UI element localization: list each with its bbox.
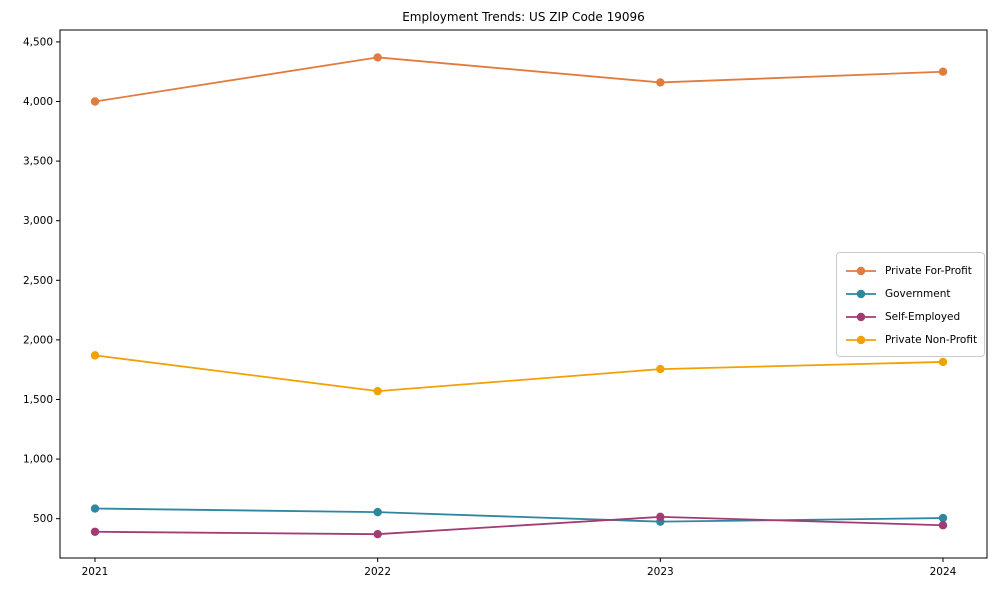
- y-tick-label: 2,000: [23, 334, 53, 346]
- series-line-private-non-profit: [94, 354, 944, 393]
- y-tick-label: 3,500: [23, 156, 53, 168]
- data-point-government: [938, 513, 948, 523]
- x-tick-label: 2022: [364, 566, 391, 578]
- plot-border: [59, 29, 988, 559]
- legend-swatch-icon: [846, 335, 876, 344]
- data-point-private-non-profit: [656, 364, 665, 374]
- legend-swatch-icon: [846, 266, 876, 275]
- series-line-self-employed: [94, 515, 944, 536]
- y-tick-label: 4,500: [23, 36, 53, 48]
- data-point-government: [90, 504, 100, 513]
- data-point-private-for-profit: [656, 78, 665, 87]
- series-line-private-for-profit: [94, 56, 944, 103]
- data-point-private-non-profit: [90, 351, 100, 360]
- data-point-self-employed: [373, 529, 382, 539]
- data-point-private-for-profit: [90, 97, 100, 106]
- data-point-private-non-profit: [373, 386, 382, 396]
- legend-item-government: Government: [845, 282, 976, 305]
- y-tick-label: 500: [33, 513, 53, 525]
- data-point-private-for-profit: [373, 53, 382, 62]
- chart-title: Employment Trends: US ZIP Code 19096: [402, 10, 645, 24]
- legend-label: Government: [885, 287, 951, 300]
- legend-item-self-employed: Self-Employed: [845, 305, 976, 328]
- y-tick-label: 4,000: [23, 96, 53, 108]
- x-tick-label: 2023: [647, 566, 674, 578]
- data-point-private-for-profit: [938, 67, 948, 76]
- data-point-self-employed: [938, 521, 948, 530]
- data-point-self-employed: [90, 527, 100, 536]
- data-point-private-non-profit: [938, 357, 948, 367]
- legend: Private For-Profit Government Self-Employe…: [836, 252, 985, 357]
- legend-label: Private For-Profit: [885, 264, 972, 277]
- series-line-government: [94, 507, 944, 523]
- y-tick-label: 2,500: [23, 275, 53, 287]
- legend-label: Self-Employed: [885, 310, 961, 323]
- data-point-self-employed: [656, 512, 665, 522]
- x-tick-label: 2024: [930, 566, 957, 578]
- data-point-government: [373, 507, 382, 517]
- legend-swatch-icon: [846, 289, 876, 298]
- x-tick-label: 2021: [82, 566, 109, 578]
- legend-item-private-for-profit: Private For-Profit: [845, 259, 976, 282]
- legend-swatch-icon: [846, 312, 876, 321]
- y-tick-label: 1,000: [23, 454, 53, 466]
- legend-item-private-non-profit: Private Non-Profit: [845, 328, 978, 351]
- legend-label: Private Non-Profit: [885, 333, 978, 346]
- y-tick-label: 1,500: [23, 394, 53, 406]
- y-tick-label: 3,000: [23, 215, 53, 227]
